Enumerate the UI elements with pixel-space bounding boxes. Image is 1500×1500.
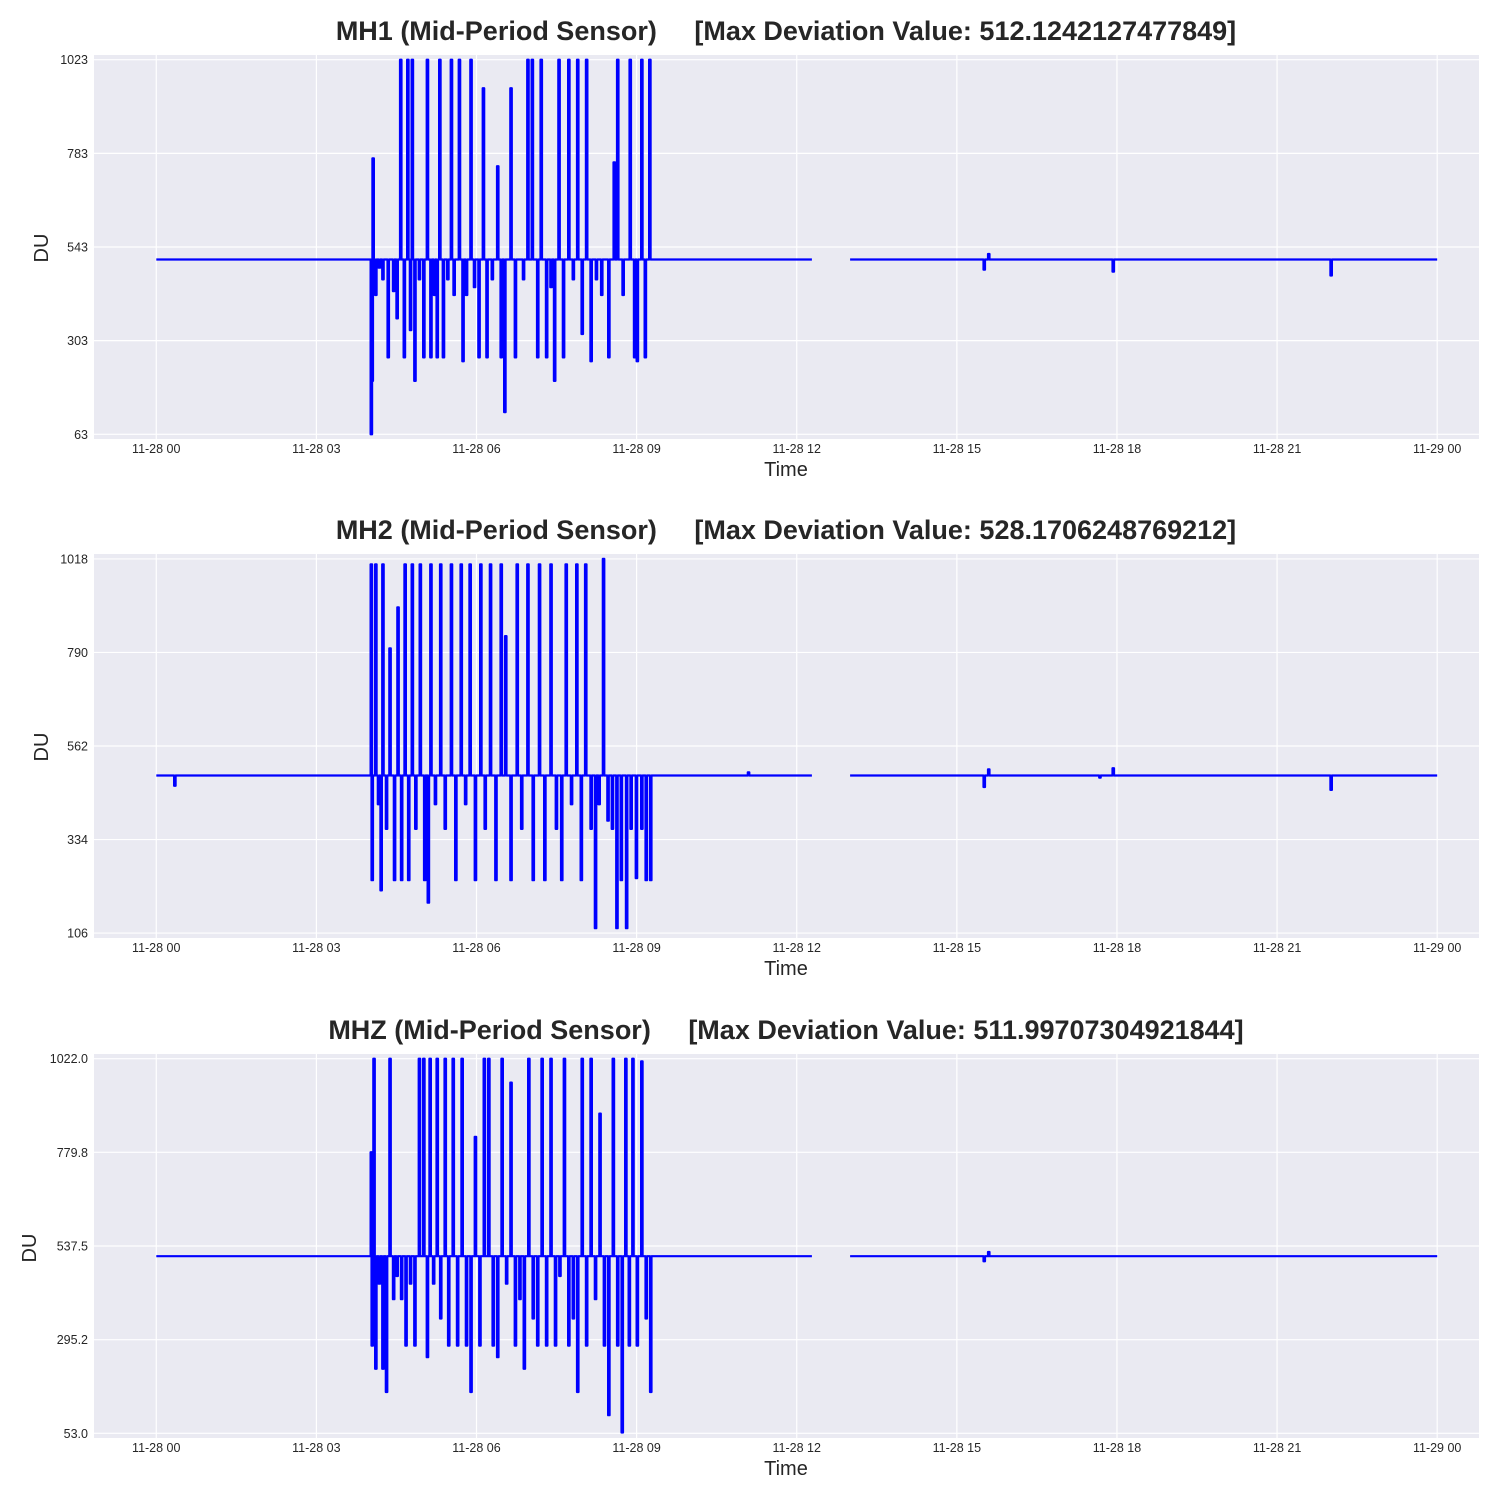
x-tick-label: 11-28 06 [452,1441,500,1455]
y-tick-label: 334 [67,833,88,847]
y-tick-label: 63 [74,428,88,442]
gridlines-mhz [94,1054,1479,1438]
y-tick-label: 537.5 [57,1240,88,1254]
x-tick-label: 11-28 00 [132,442,180,456]
subplot-mh2: MH2 (Mid-Period Sensor) [Max Deviation V… [31,515,1479,980]
x-tick-label: 11-28 15 [933,1441,981,1455]
subplot-mhz: MHZ (Mid-Period Sensor) [Max Deviation V… [19,1015,1479,1480]
gridlines-mh1 [94,55,1479,439]
y-tick-label: 303 [67,334,88,348]
chart-title-mhz: MHZ (Mid-Period Sensor) [Max Deviation V… [328,1015,1243,1045]
series-line-mh1-segment-2 [850,252,1438,277]
x-tick-label: 11-28 15 [933,442,981,456]
x-ticks-mhz: 11-28 00 11-28 03 11-28 06 11-28 09 11-28 12… [132,1441,1461,1455]
x-tick-label: 11-28 12 [773,442,821,456]
y-tick-label: 562 [67,740,88,754]
x-tick-label: 11-28 09 [612,1441,660,1455]
gridlines-mh2 [94,554,1479,938]
x-ticks-mh1: 11-28 00 11-28 03 11-28 06 11-28 09 11-28 12… [132,442,1461,456]
series-line-mhz-segment-1 [156,1057,812,1434]
y-tick-label: 779.8 [57,1146,88,1160]
y-ticks-mh1: 63 303 543 783 1023 [60,53,88,442]
y-ticks-mh2: 106 334 562 790 1018 [60,552,88,940]
y-tick-label: 1023 [60,53,88,67]
series-line-mh2-segment-2 [850,767,1438,791]
y-axis-label-mh1: DU [31,234,53,263]
x-tick-label: 11-28 09 [612,442,660,456]
x-tick-label: 11-29 00 [1413,1441,1461,1455]
x-tick-label: 11-28 06 [452,941,500,955]
x-axis-label-mh1: Time [764,459,808,481]
series-line-mhz-segment-2 [850,1250,1438,1263]
x-tick-label: 11-28 18 [1093,941,1141,955]
chart-title-mh2: MH2 (Mid-Period Sensor) [Max Deviation V… [336,515,1236,545]
y-tick-label: 1022.0 [50,1052,88,1066]
x-tick-label: 11-28 21 [1253,442,1301,456]
x-tick-label: 11-28 12 [773,941,821,955]
x-tick-label: 11-28 03 [292,442,340,456]
y-tick-label: 543 [67,241,88,255]
x-axis-label-mhz: Time [764,1458,808,1480]
y-tick-label: 295.2 [57,1333,88,1347]
chart-title-mh1: MH1 (Mid-Period Sensor) [Max Deviation V… [336,16,1236,46]
y-tick-label: 1018 [60,552,88,566]
y-axis-label-mhz: DU [19,1234,41,1263]
series-mhz [156,1057,1438,1434]
x-tick-label: 11-28 15 [933,941,981,955]
y-tick-label: 106 [67,927,88,941]
x-tick-label: 11-28 00 [132,1441,180,1455]
x-ticks-mh2: 11-28 00 11-28 03 11-28 06 11-28 09 11-28 12… [132,941,1461,955]
series-line-mh2-segment-1 [156,557,812,930]
y-tick-label: 783 [67,147,88,161]
series-mh1 [156,58,1438,436]
x-tick-label: 11-28 21 [1253,941,1301,955]
x-tick-label: 11-28 06 [452,442,500,456]
x-tick-label: 11-28 18 [1093,442,1141,456]
x-tick-label: 11-29 00 [1413,941,1461,955]
x-tick-label: 11-29 00 [1413,442,1461,456]
y-tick-label: 53.0 [64,1427,88,1441]
x-tick-label: 11-28 03 [292,1441,340,1455]
x-tick-label: 11-28 03 [292,941,340,955]
x-axis-label-mh2: Time [764,958,808,980]
y-ticks-mhz: 53.0 295.2 537.5 779.8 1022.0 [50,1052,88,1441]
y-tick-label: 790 [67,646,88,660]
series-mh2 [156,557,1438,930]
y-axis-label-mh2: DU [31,733,53,762]
subplot-mh1: MH1 (Mid-Period Sensor) [Max Deviation V… [31,16,1479,481]
series-line-mh1-segment-1 [156,58,812,436]
x-tick-label: 11-28 00 [132,941,180,955]
x-tick-label: 11-28 09 [612,941,660,955]
x-tick-label: 11-28 18 [1093,1441,1141,1455]
x-tick-label: 11-28 12 [773,1441,821,1455]
x-tick-label: 11-28 21 [1253,1441,1301,1455]
